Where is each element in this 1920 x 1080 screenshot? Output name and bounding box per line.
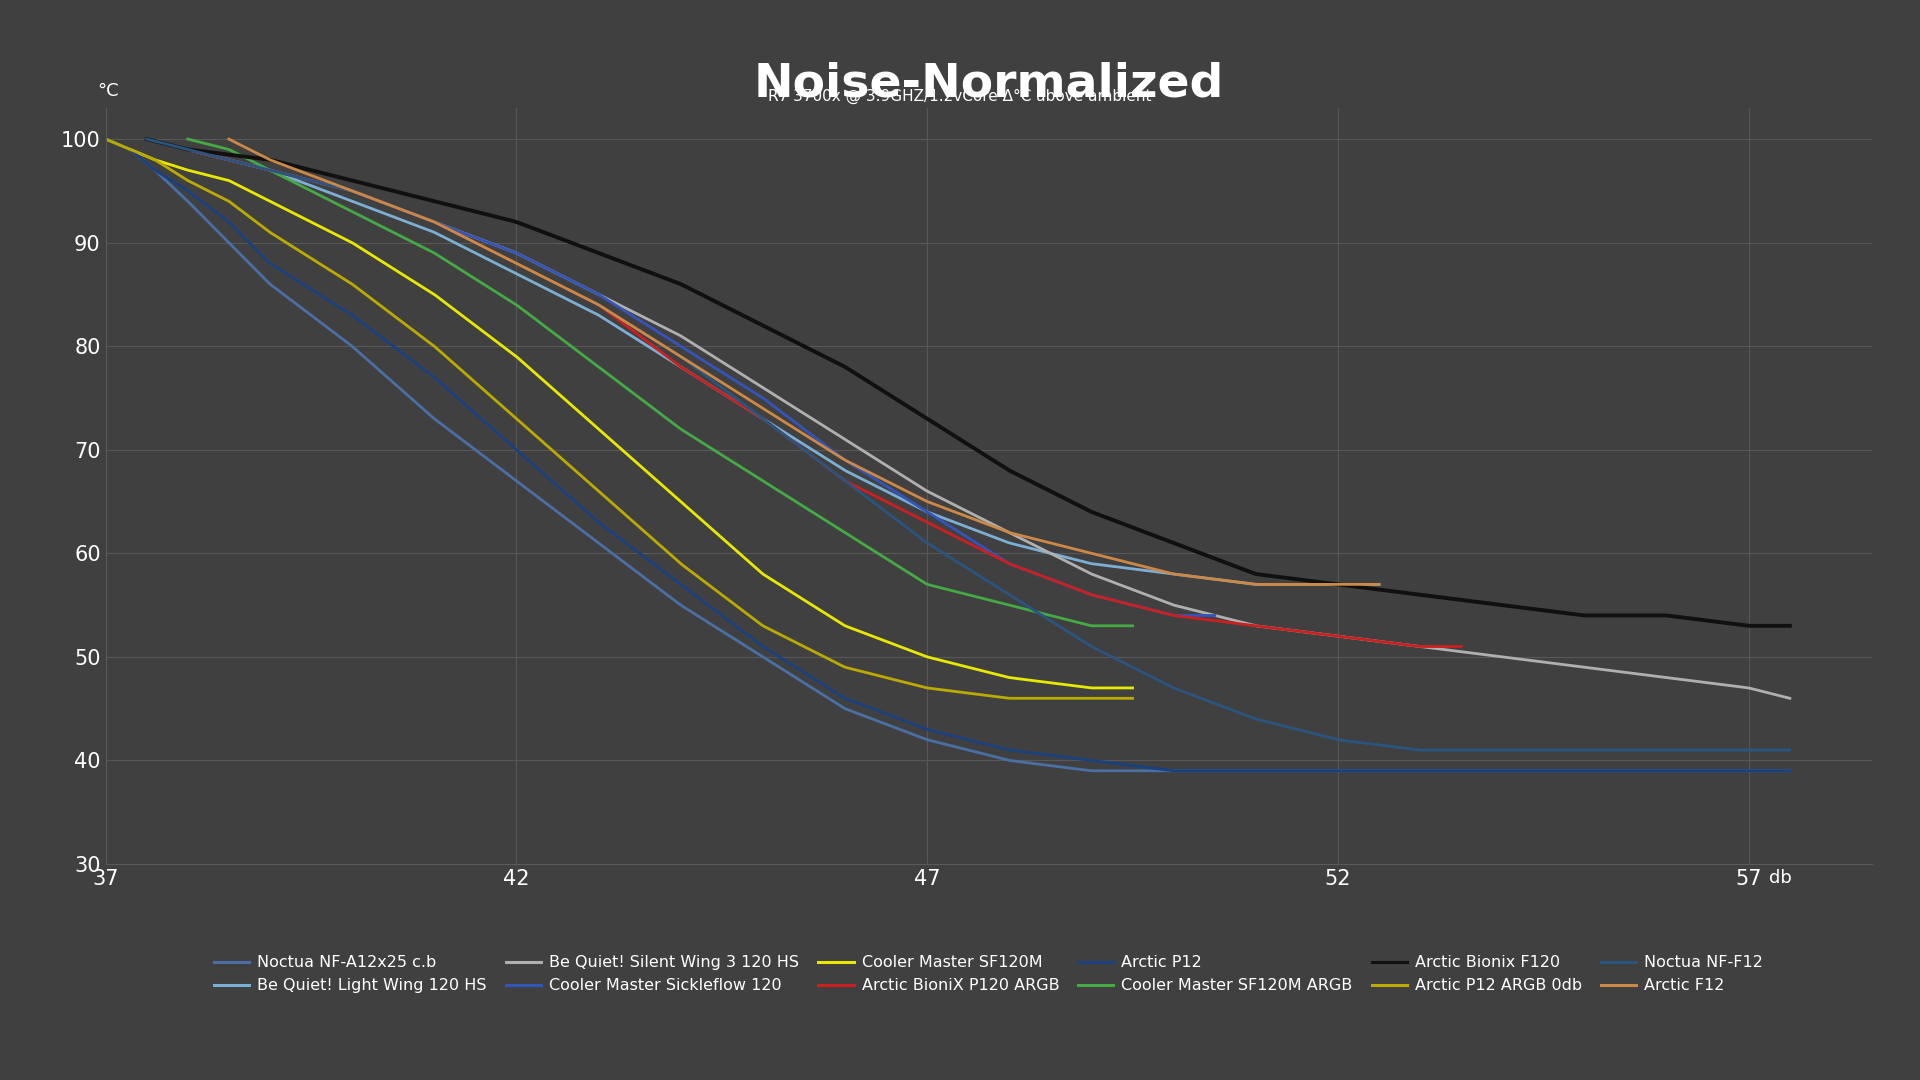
- Text: R7 3700x @ 3.9GHZ/1.2vCore Δ°C above ambient: R7 3700x @ 3.9GHZ/1.2vCore Δ°C above amb…: [768, 89, 1152, 104]
- Text: db: db: [1770, 869, 1791, 887]
- Title: Noise-Normalized: Noise-Normalized: [755, 62, 1223, 107]
- Text: °C: °C: [96, 82, 119, 100]
- Legend: Noctua NF-A12x25 c.b, Be Quiet! Light Wing 120 HS, Be Quiet! Silent Wing 3 120 H: Noctua NF-A12x25 c.b, Be Quiet! Light Wi…: [207, 949, 1770, 1000]
